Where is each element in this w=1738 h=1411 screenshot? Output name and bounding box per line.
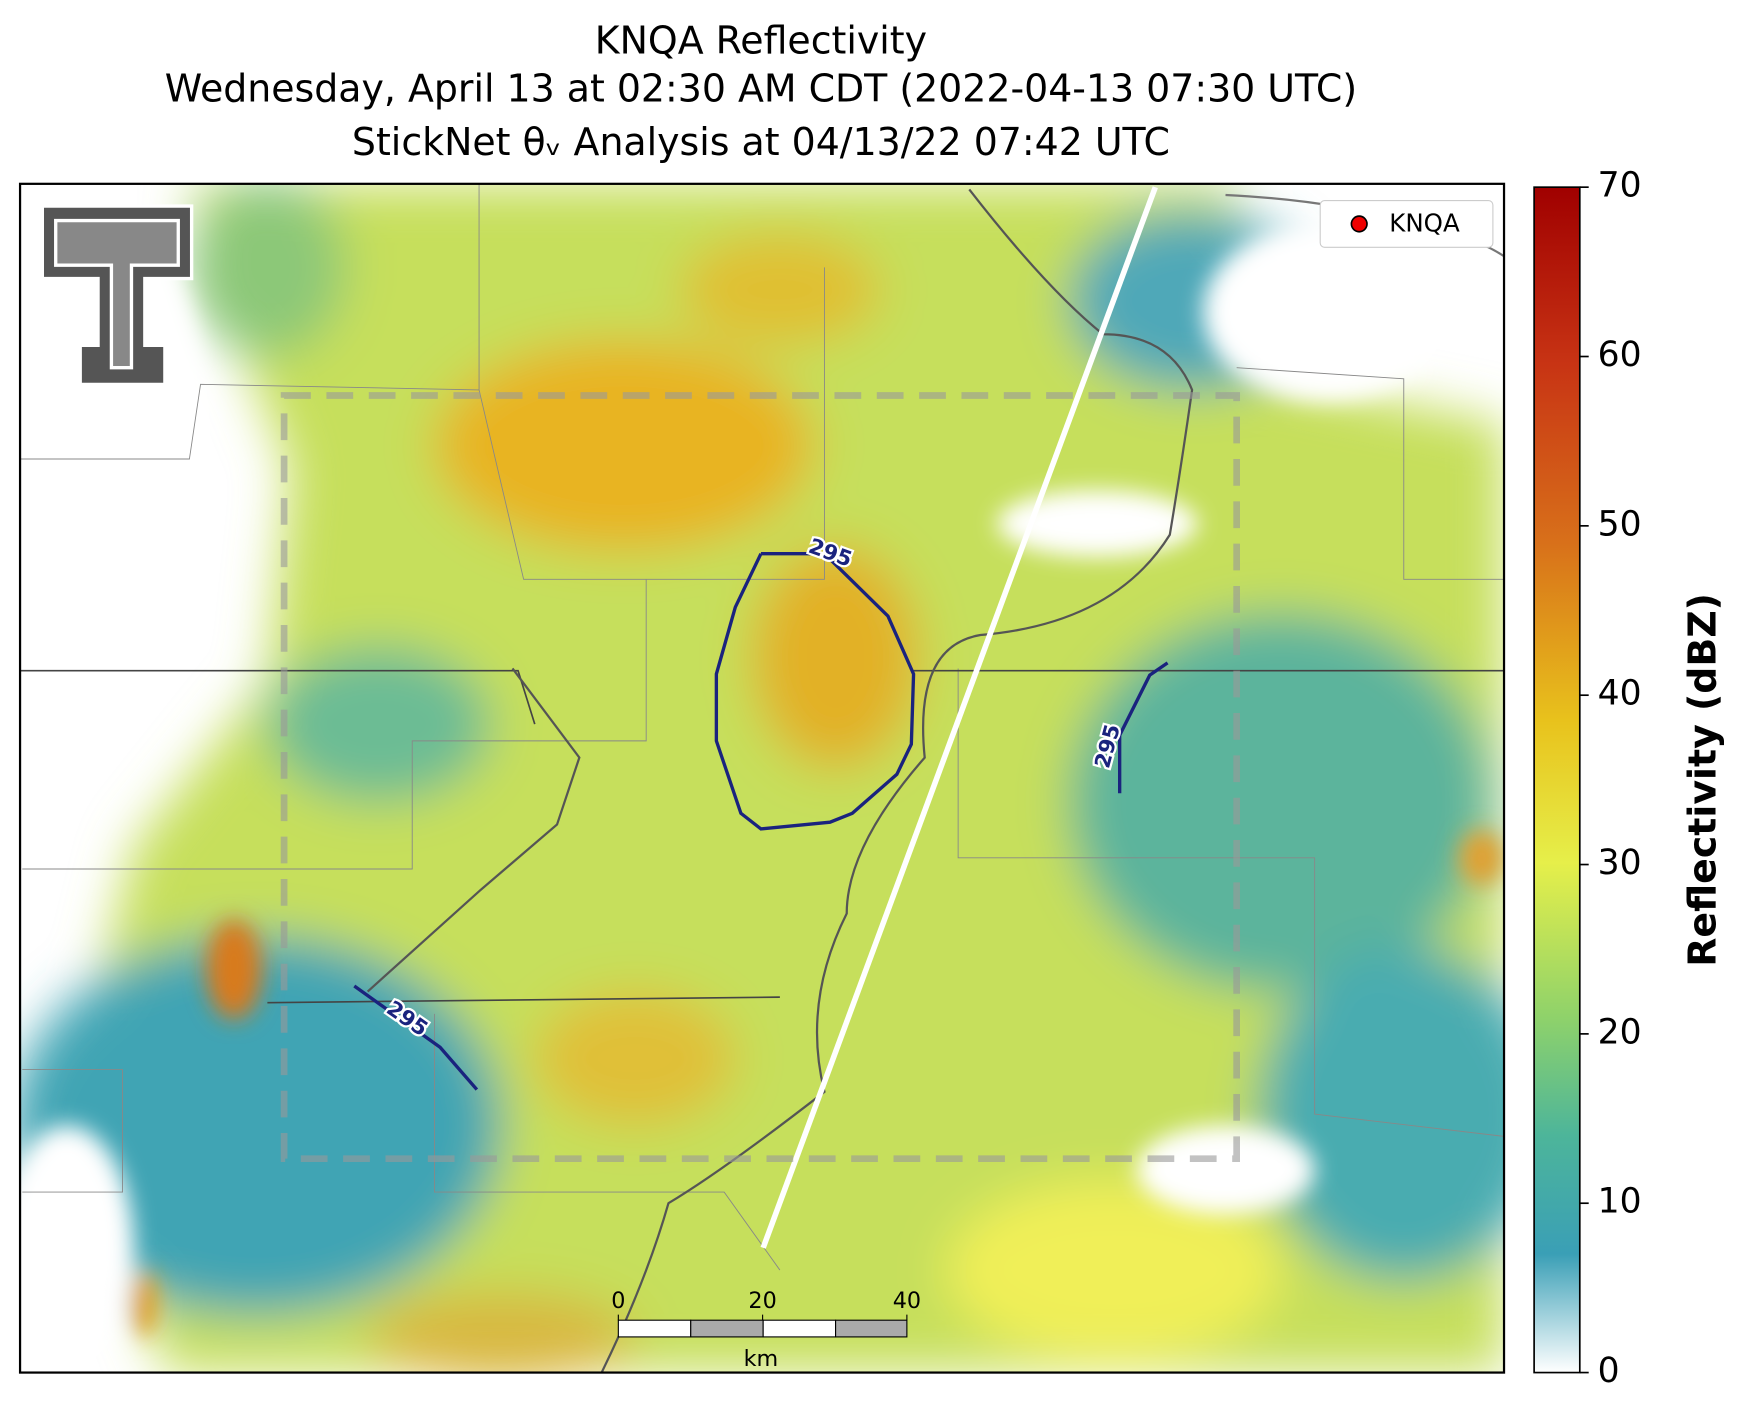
colorbar-tick-label: 0 xyxy=(1598,1351,1620,1391)
scale-tick-label: 0 xyxy=(611,1288,625,1314)
colorbar-tick-label: 20 xyxy=(1598,1012,1642,1052)
logo xyxy=(40,204,194,387)
colorbar-tick-label: 30 xyxy=(1598,843,1642,883)
colorbar xyxy=(1533,186,1581,1374)
legend-label: KNQA xyxy=(1389,209,1460,238)
legend-marker xyxy=(1350,215,1368,233)
colorbar-tick-label: 60 xyxy=(1598,335,1642,375)
colorbar-tick-label: 70 xyxy=(1598,166,1642,206)
colorbar-tick-label: 10 xyxy=(1598,1182,1642,1222)
scale-bar: km 0 20 40 xyxy=(611,1288,921,1372)
title-line: KNQA Reflectivity xyxy=(595,18,927,62)
colorbar-ticks: 0 10 20 30 40 50 60 70 xyxy=(1579,166,1642,1391)
radar-map: 295 295 295 KNQA km 0 20 40 xyxy=(20,183,1505,1373)
scale-unit: km xyxy=(744,1346,779,1372)
colorbar-tick-label: 50 xyxy=(1598,504,1642,544)
colorbar-tick-label: 40 xyxy=(1598,674,1642,714)
map-frame xyxy=(18,182,1506,1374)
title-line: Wednesday, April 13 at 02:30 AM CDT (202… xyxy=(165,66,1357,110)
title-line: StickNet θᵥ Analysis at 04/13/22 07:42 U… xyxy=(352,120,1170,164)
scale-tick-label: 40 xyxy=(893,1288,921,1314)
colorbar-label: Reflectivity (dBZ) xyxy=(1681,593,1725,967)
scale-tick-label: 20 xyxy=(748,1288,776,1314)
legend-box xyxy=(1319,199,1494,248)
